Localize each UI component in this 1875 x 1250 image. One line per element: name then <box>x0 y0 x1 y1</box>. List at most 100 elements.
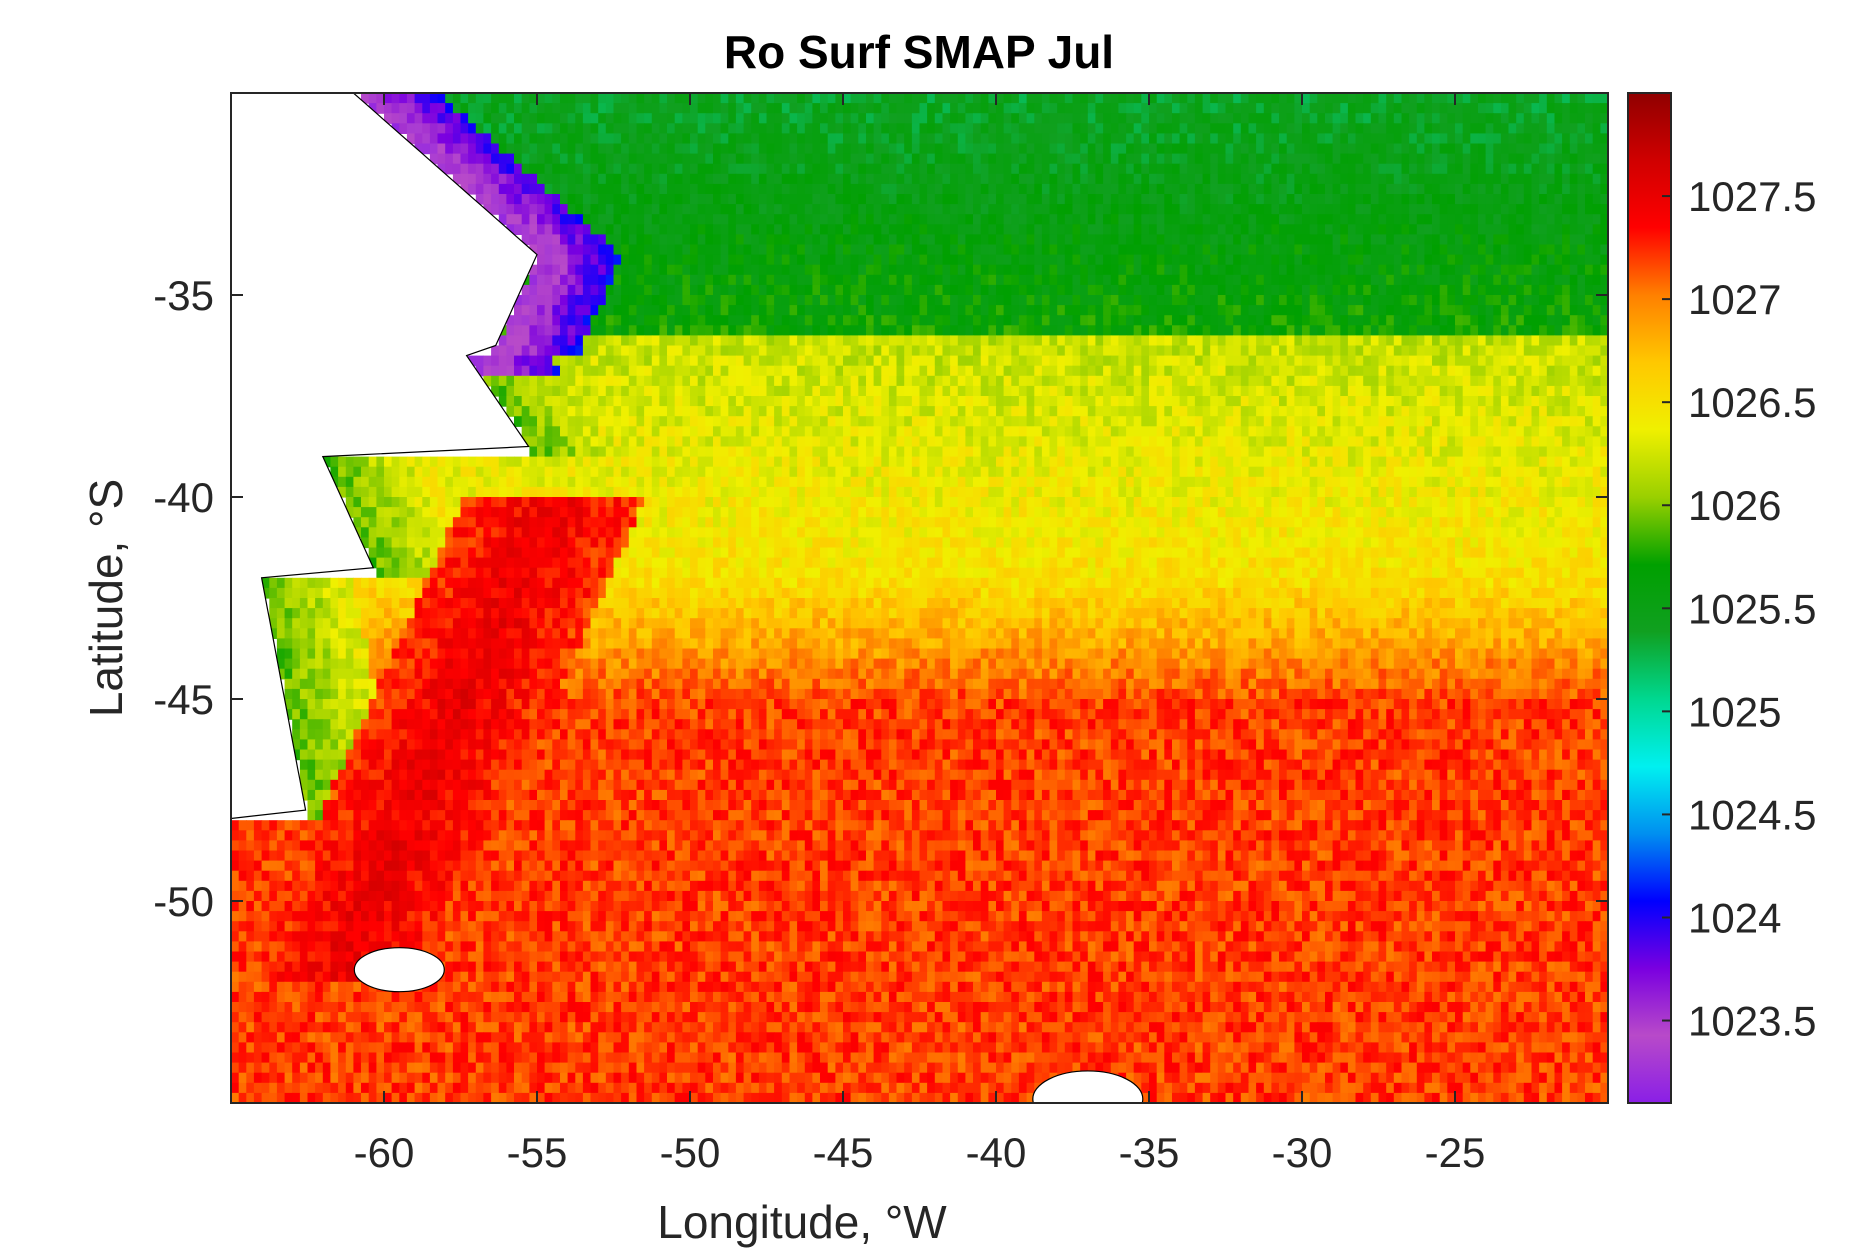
heatmap-cell <box>560 325 569 336</box>
heatmap-cell <box>1026 385 1035 397</box>
heatmap-cell <box>1011 93 1020 104</box>
heatmap-cell <box>506 335 515 347</box>
heatmap-cell <box>1003 396 1012 407</box>
heatmap-cell <box>1217 183 1227 195</box>
heatmap-cell <box>1149 325 1158 336</box>
heatmap-cell <box>1478 264 1487 276</box>
heatmap-cell <box>1386 325 1395 336</box>
heatmap-cell <box>1363 103 1372 114</box>
heatmap-cell <box>1133 173 1142 185</box>
heatmap-cell <box>1172 143 1181 155</box>
heatmap-cell <box>980 244 989 256</box>
heatmap-cell <box>1172 113 1181 124</box>
heatmap-cell <box>965 204 974 215</box>
heatmap-cell <box>820 194 829 205</box>
heatmap-cell <box>1263 406 1272 417</box>
heatmap-cell <box>674 163 683 175</box>
heatmap-cell <box>850 264 859 276</box>
heatmap-cell <box>973 173 982 185</box>
heatmap-cell <box>1500 365 1510 377</box>
heatmap-cell <box>1523 183 1533 195</box>
heatmap-cell <box>422 93 431 104</box>
heatmap-cell <box>1210 345 1219 357</box>
heatmap-cell <box>445 113 454 124</box>
heatmap-cell <box>667 254 676 266</box>
heatmap-cell <box>927 305 936 316</box>
heatmap-cell <box>1095 315 1104 326</box>
heatmap-cell <box>628 264 638 276</box>
heatmap-cell <box>1347 365 1357 377</box>
heatmap-cell <box>1462 244 1471 256</box>
heatmap-cell <box>598 305 607 316</box>
heatmap-cell <box>651 163 661 175</box>
heatmap-cell <box>980 173 989 185</box>
heatmap-cell <box>621 295 630 306</box>
heatmap-cell <box>919 355 928 367</box>
heatmap-cell <box>1508 305 1517 316</box>
heatmap-cell <box>1034 153 1043 165</box>
heatmap-cell <box>1087 325 1096 336</box>
heatmap-cell <box>728 163 737 175</box>
heatmap-cell <box>774 254 783 266</box>
heatmap-cell <box>1493 365 1502 377</box>
heatmap-cell <box>651 396 661 407</box>
heatmap-cell <box>644 284 653 296</box>
heatmap-cell <box>1462 234 1471 246</box>
heatmap-cell <box>1447 305 1456 316</box>
heatmap-cell <box>613 194 622 205</box>
heatmap-cell <box>1592 93 1601 104</box>
heatmap-cell <box>567 355 576 367</box>
heatmap-cell <box>514 163 523 175</box>
heatmap-cell <box>774 295 783 306</box>
heatmap-cell <box>1332 274 1341 286</box>
heatmap-cell <box>1332 103 1341 114</box>
heatmap-cell <box>1585 264 1594 276</box>
heatmap-cell <box>1279 254 1288 266</box>
heatmap-cell <box>1187 426 1196 437</box>
heatmap-cell <box>590 143 599 155</box>
heatmap-cell <box>506 194 515 205</box>
heatmap-cell <box>483 173 492 185</box>
heatmap-cell <box>598 254 607 266</box>
heatmap-cell <box>1103 284 1112 296</box>
heatmap-cell <box>1317 163 1326 175</box>
heatmap-cell <box>1340 254 1349 266</box>
heatmap-cell <box>590 173 599 185</box>
heatmap-cell <box>850 416 859 427</box>
heatmap-cell <box>1087 234 1096 246</box>
heatmap-cell <box>1386 153 1395 165</box>
heatmap-cell <box>1516 335 1525 347</box>
heatmap-cell <box>1409 183 1418 195</box>
heatmap-cell <box>552 133 561 145</box>
heatmap-cell <box>1447 385 1456 397</box>
heatmap-cell <box>1416 183 1426 195</box>
heatmap-cell <box>888 113 898 124</box>
heatmap-cell <box>674 234 683 246</box>
heatmap-cell <box>751 365 760 377</box>
heatmap-cell <box>789 305 798 316</box>
heatmap-cell <box>1554 264 1563 276</box>
heatmap-cell <box>1049 406 1058 417</box>
heatmap-cell <box>888 426 898 437</box>
heatmap-cell <box>1325 103 1334 114</box>
heatmap-cell <box>858 234 867 246</box>
heatmap-cell <box>881 133 890 145</box>
heatmap-cell <box>1332 163 1341 175</box>
heatmap-cell <box>1103 416 1112 427</box>
heatmap-cell <box>1294 406 1303 417</box>
heatmap-cell <box>567 113 576 124</box>
heatmap-cell <box>873 345 882 357</box>
heatmap-cell <box>1531 173 1540 185</box>
heatmap-cell <box>1493 385 1502 397</box>
heatmap-cell <box>1317 204 1326 215</box>
heatmap-cell <box>1455 123 1464 134</box>
heatmap-cell <box>1080 274 1089 286</box>
heatmap-cell <box>1516 375 1525 387</box>
heatmap-cell <box>682 204 691 215</box>
heatmap-cell <box>1516 264 1525 276</box>
heatmap-cell <box>514 143 523 155</box>
heatmap-cell <box>1103 183 1112 195</box>
heatmap-cell <box>774 123 783 134</box>
heatmap-cell <box>911 396 921 407</box>
heatmap-cell <box>1294 244 1303 256</box>
